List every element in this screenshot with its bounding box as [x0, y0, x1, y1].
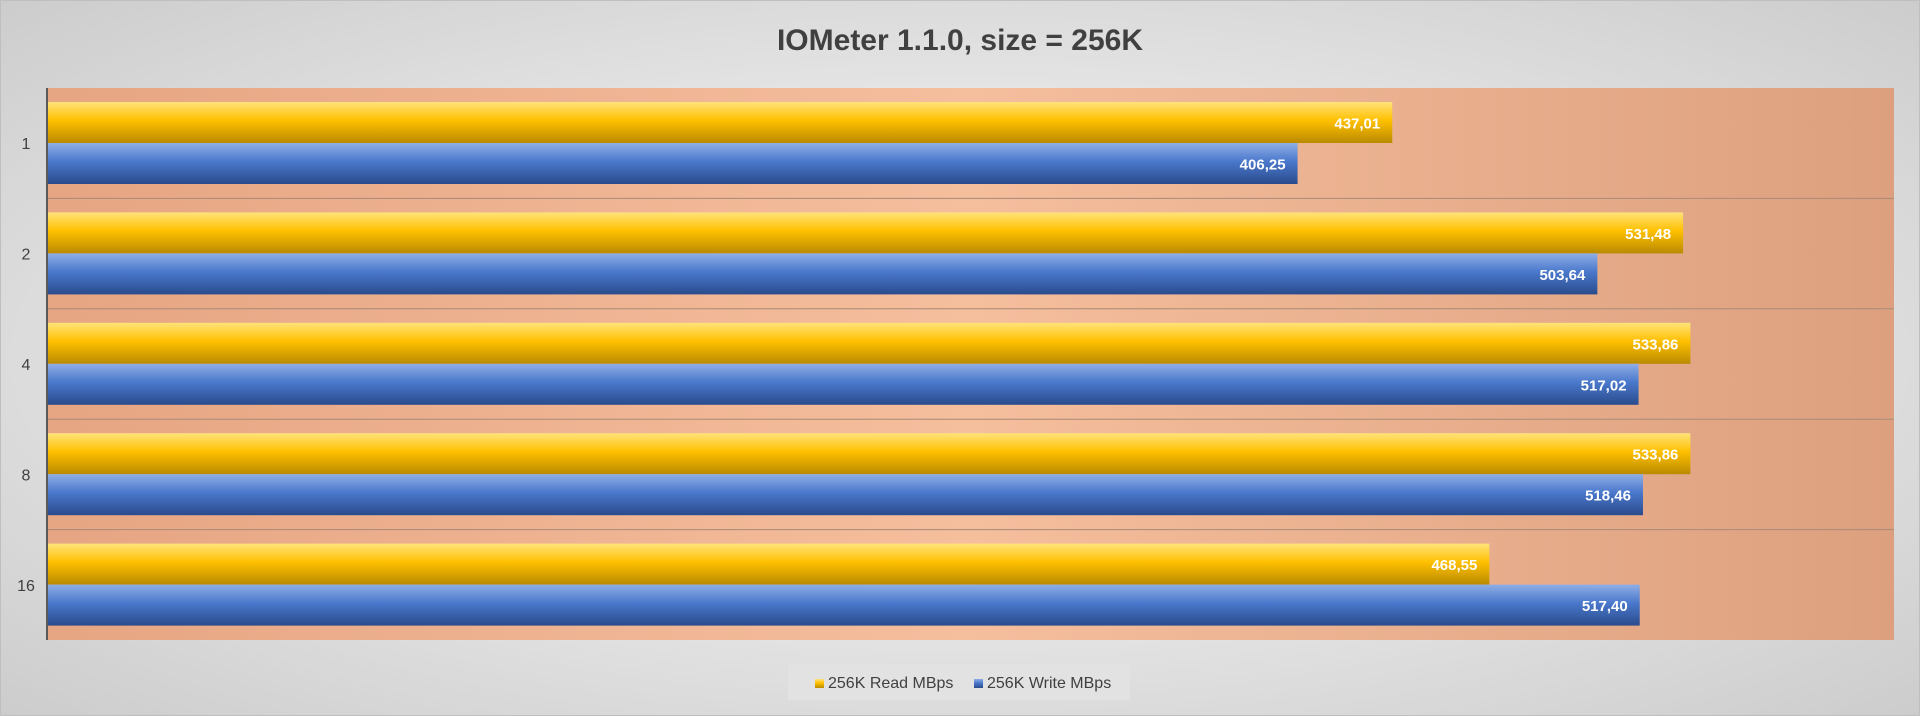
gridlines: [47, 197, 1894, 531]
bar-write: [47, 474, 1643, 516]
bar-read: [47, 212, 1684, 254]
data-label: 518,46: [1585, 488, 1631, 505]
legend-swatch-read: [815, 679, 824, 688]
legend-swatch-write: [974, 679, 983, 688]
data-labels: 437,01 406,25 531,48 503,64 533,86 517,02 533,…: [1240, 116, 1679, 616]
data-label: 533,86: [1633, 336, 1679, 353]
category-tick-label: 2: [22, 247, 31, 264]
data-label: 517,40: [1582, 598, 1628, 615]
chart-title: IOMeter 1.1.0, size = 256K: [777, 24, 1143, 57]
category-tick-label: 4: [22, 357, 31, 374]
data-label: 437,01: [1334, 116, 1380, 133]
bar-read: [47, 322, 1691, 364]
bars: [47, 102, 1691, 626]
category-tick-label: 16: [17, 578, 35, 595]
data-label: 533,86: [1633, 447, 1679, 464]
bar-write: [47, 363, 1639, 405]
data-label: 517,02: [1581, 377, 1627, 394]
data-label: 468,55: [1431, 557, 1477, 574]
category-tick-label: 1: [22, 136, 31, 153]
data-label: 531,48: [1625, 226, 1671, 243]
data-label: 503,64: [1539, 267, 1586, 284]
data-label: 406,25: [1240, 157, 1286, 174]
bar-read: [47, 543, 1490, 585]
category-tick-label: 8: [22, 467, 31, 484]
bar-write: [47, 584, 1640, 626]
legend-label-write: 256K Write MBps: [987, 675, 1111, 692]
bar-read: [47, 433, 1691, 475]
bar-write: [47, 253, 1598, 295]
bar-write: [47, 143, 1298, 184]
legend-box: [788, 664, 1130, 700]
category-axis-labels: 1 2 4 8 16: [17, 136, 35, 595]
legend-label-read: 256K Read MBps: [828, 675, 953, 692]
bar-read: [47, 102, 1393, 143]
legend: 256K Read MBps 256K Write MBps: [788, 664, 1130, 700]
